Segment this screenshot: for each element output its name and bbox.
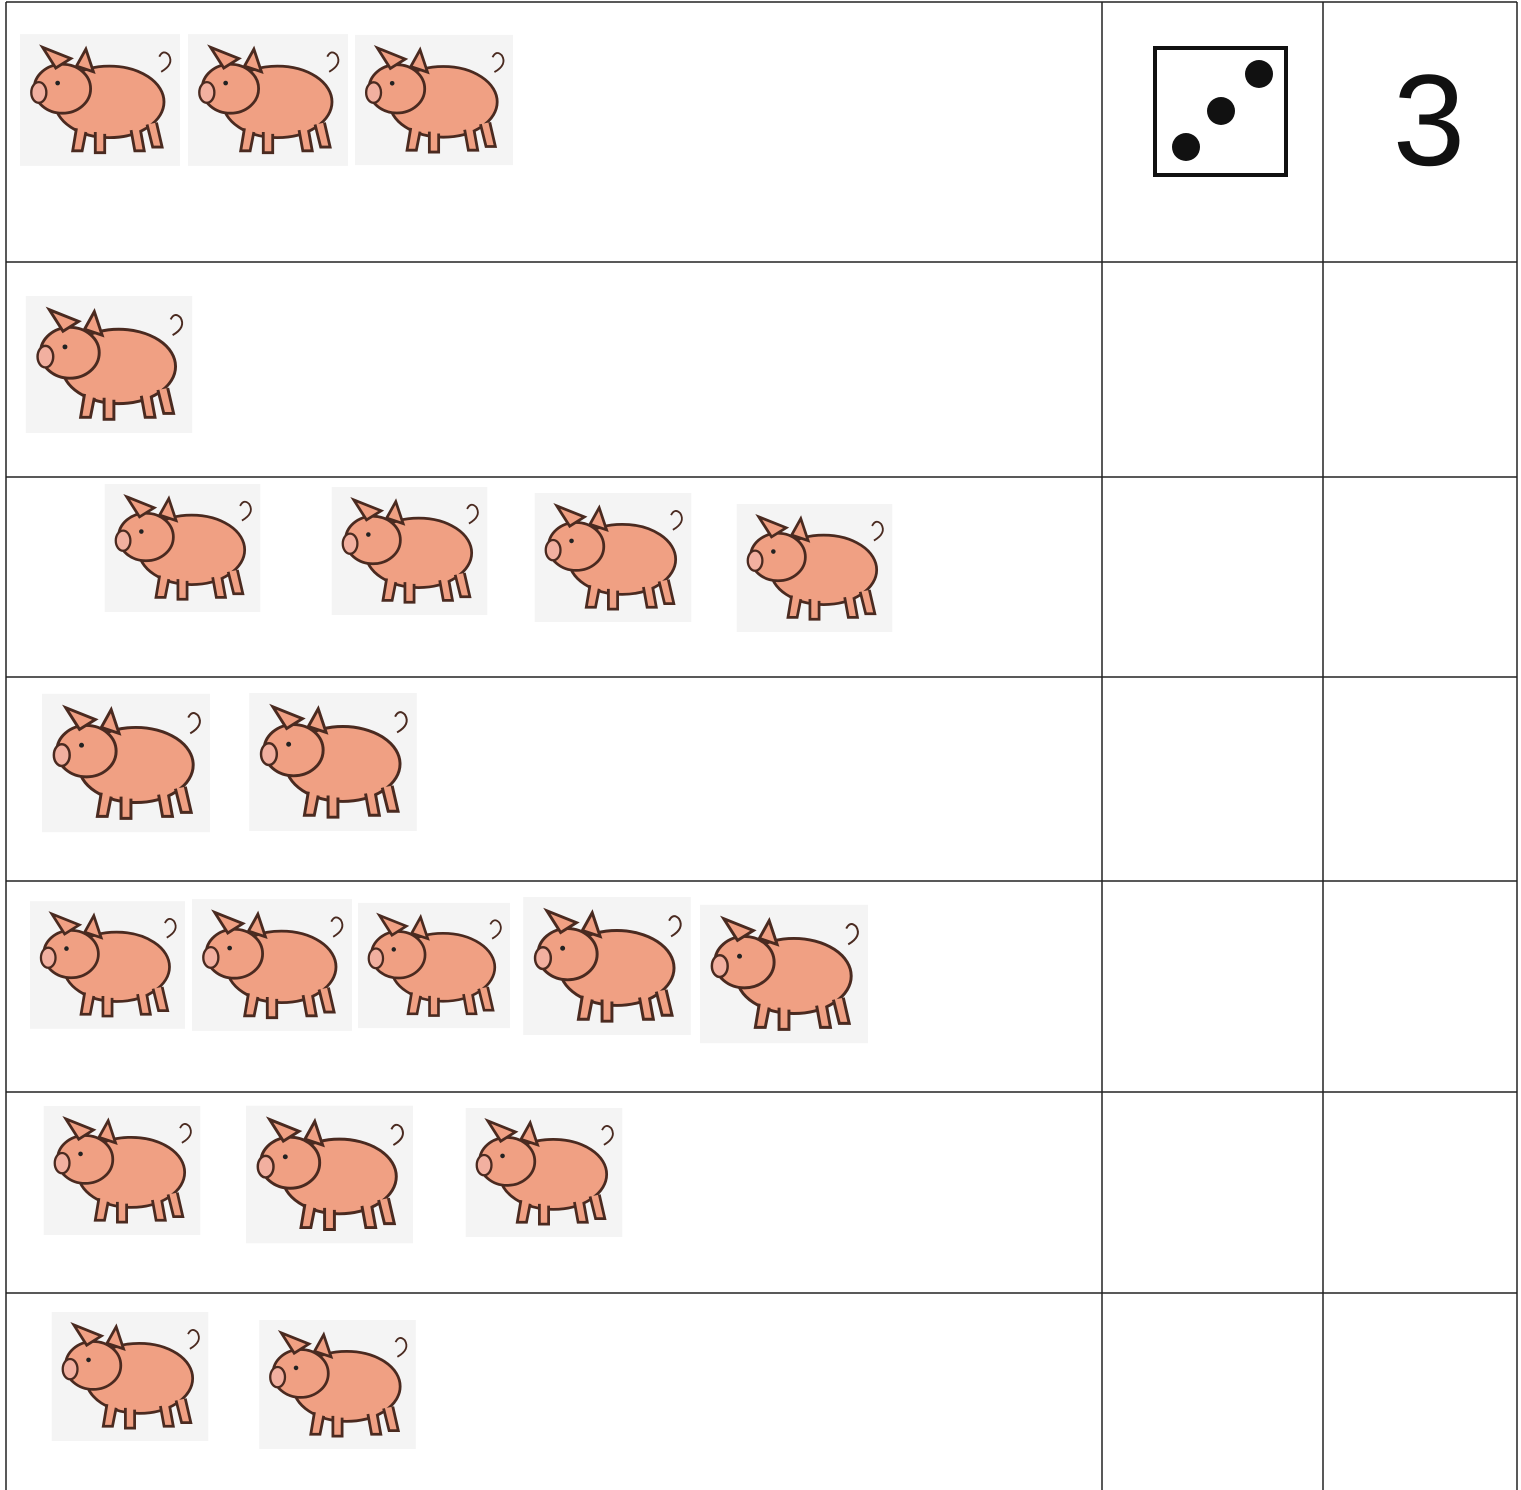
pig (192, 899, 352, 1031)
dice-pip (1207, 97, 1235, 125)
pig (105, 484, 260, 612)
pig (42, 694, 210, 832)
pig (259, 1320, 416, 1449)
dice-pip (1245, 60, 1273, 88)
pig-pictures (20, 34, 892, 1449)
page: 3 (() => { const data = JSON.parse(docum… (0, 0, 1521, 1490)
pig (52, 1312, 209, 1441)
pig (188, 34, 348, 166)
pig (30, 901, 185, 1029)
example-number: 3 (1393, 47, 1465, 193)
pig (249, 693, 417, 831)
pig (523, 897, 691, 1035)
table-grid (6, 2, 1517, 1490)
dice-three (1155, 48, 1286, 175)
pig (535, 493, 692, 622)
pig (355, 35, 513, 165)
pig (26, 296, 192, 433)
pig (246, 1106, 413, 1244)
pig (20, 34, 180, 166)
pig (466, 1108, 623, 1237)
dice-pip (1172, 133, 1200, 161)
pig (358, 903, 510, 1028)
pig (700, 905, 868, 1043)
pig (44, 1106, 201, 1235)
pig (332, 487, 487, 615)
worksheet: 3 (0, 0, 1521, 1490)
pig (737, 504, 892, 632)
